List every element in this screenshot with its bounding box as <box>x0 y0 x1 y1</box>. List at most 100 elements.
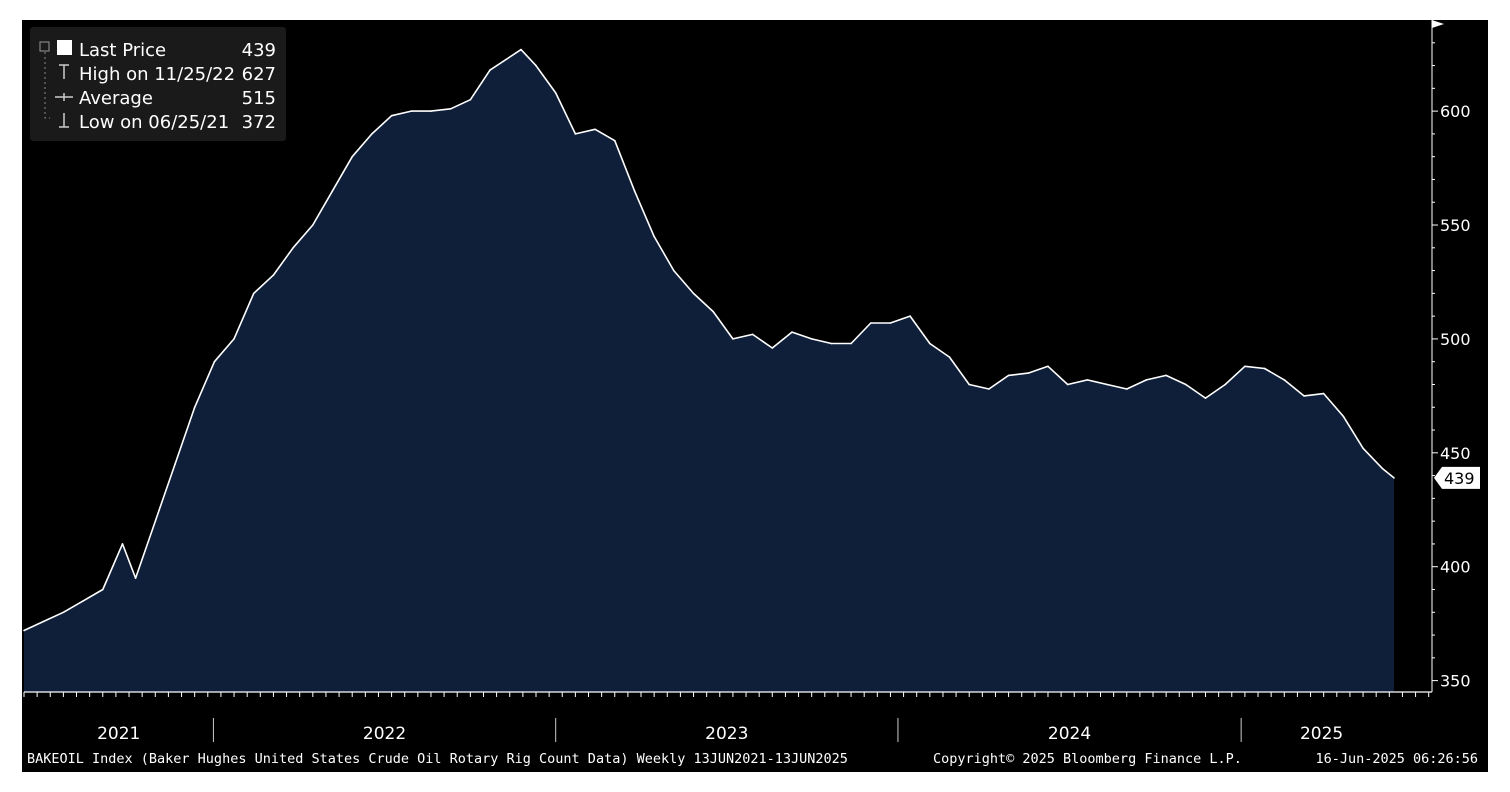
last-price-badge <box>1434 466 1480 489</box>
legend-connector <box>44 52 50 119</box>
data-point <box>520 48 522 51</box>
legend-box <box>30 27 286 141</box>
y-axis-arrow-icon <box>1432 20 1444 28</box>
data-point <box>988 388 990 390</box>
x-year-label: 2025 <box>1300 724 1343 744</box>
data-point <box>1007 374 1010 377</box>
data-point <box>213 360 216 363</box>
data-point <box>692 292 695 295</box>
x-year-label: 2022 <box>363 724 406 744</box>
data-point <box>489 69 491 71</box>
data-point <box>1283 379 1286 381</box>
data-point <box>870 322 872 324</box>
data-point <box>154 520 157 522</box>
data-point <box>121 543 124 545</box>
data-point <box>102 588 104 591</box>
legend-item-value: 439 <box>242 40 276 61</box>
legend-item-label: Average <box>79 88 153 109</box>
data-point <box>948 356 951 358</box>
data-point <box>554 92 557 94</box>
data-point <box>614 139 616 142</box>
average-marker-icon <box>55 93 73 101</box>
data-point <box>174 463 176 466</box>
data-point <box>82 600 84 602</box>
y-tick-label: 500 <box>1440 330 1471 349</box>
data-point <box>1027 372 1030 374</box>
legend-item-label: High on 11/25/22 <box>79 64 235 85</box>
y-tick-label: 400 <box>1440 558 1471 577</box>
data-point <box>732 338 734 340</box>
data-point <box>1342 415 1345 418</box>
data-point <box>1126 388 1128 390</box>
data-point <box>292 247 294 249</box>
footer-description: BAKEOIL Index (Baker Hughes United State… <box>27 751 848 767</box>
data-point <box>1106 383 1108 386</box>
legend-item-label: Last Price <box>79 40 166 61</box>
last-price-badge-label: 439 <box>1444 469 1475 488</box>
data-point <box>193 406 196 409</box>
data-point <box>134 577 137 579</box>
data-point <box>331 190 334 192</box>
data-point <box>830 342 833 345</box>
data-point <box>312 224 314 226</box>
data-point <box>633 190 636 192</box>
high-marker-icon <box>59 64 69 79</box>
data-point <box>1393 477 1395 479</box>
data-point <box>574 133 577 135</box>
data-point <box>968 383 970 386</box>
data-point <box>751 333 754 336</box>
series-area <box>24 49 1394 693</box>
y-tick-label: 600 <box>1440 102 1471 121</box>
legend-item-value: 627 <box>242 64 276 85</box>
data-point <box>1086 379 1089 381</box>
data-point <box>712 310 714 313</box>
data-point <box>1224 383 1226 386</box>
data-point <box>889 322 892 324</box>
data-point <box>469 98 472 101</box>
x-year-label: 2024 <box>1048 724 1091 744</box>
data-point <box>62 611 65 614</box>
data-point <box>850 342 852 345</box>
data-point <box>23 629 25 632</box>
data-point <box>594 128 596 131</box>
y-tick-label: 550 <box>1440 216 1471 235</box>
data-point <box>1244 365 1246 368</box>
data-point <box>351 155 354 158</box>
data-point <box>535 64 537 67</box>
data-point <box>390 114 393 117</box>
data-point <box>1066 383 1069 386</box>
data-point <box>252 292 255 295</box>
data-point <box>791 331 793 333</box>
data-point <box>1303 395 1305 397</box>
data-point <box>449 108 452 110</box>
data-point <box>909 315 911 317</box>
data-point <box>272 274 275 276</box>
legend-item-value: 372 <box>242 112 276 133</box>
data-point <box>1322 392 1325 395</box>
legend-item-value: 515 <box>242 88 276 109</box>
y-tick-label: 450 <box>1440 444 1471 463</box>
data-point <box>1362 447 1364 450</box>
data-point <box>1165 374 1167 377</box>
data-point <box>430 110 432 112</box>
data-point <box>1381 468 1384 470</box>
footer-copyright: Copyright© 2025 Bloomberg Finance L.P. <box>933 751 1242 767</box>
data-point <box>1145 379 1148 381</box>
data-point <box>1204 397 1207 399</box>
data-point <box>653 235 655 238</box>
data-point <box>673 269 675 272</box>
low-marker-icon <box>59 113 69 128</box>
y-tick-label: 350 <box>1440 672 1471 691</box>
collapse-toggle-icon <box>39 41 50 52</box>
filled-square-icon <box>57 40 72 55</box>
x-year-label: 2021 <box>97 724 140 744</box>
data-point <box>1047 365 1049 368</box>
data-point <box>810 338 813 340</box>
data-point <box>42 620 45 623</box>
data-point <box>410 110 413 112</box>
data-point <box>233 338 235 340</box>
footer-timestamp: 16-Jun-2025 06:26:56 <box>1315 751 1478 767</box>
data-point <box>1185 383 1187 386</box>
